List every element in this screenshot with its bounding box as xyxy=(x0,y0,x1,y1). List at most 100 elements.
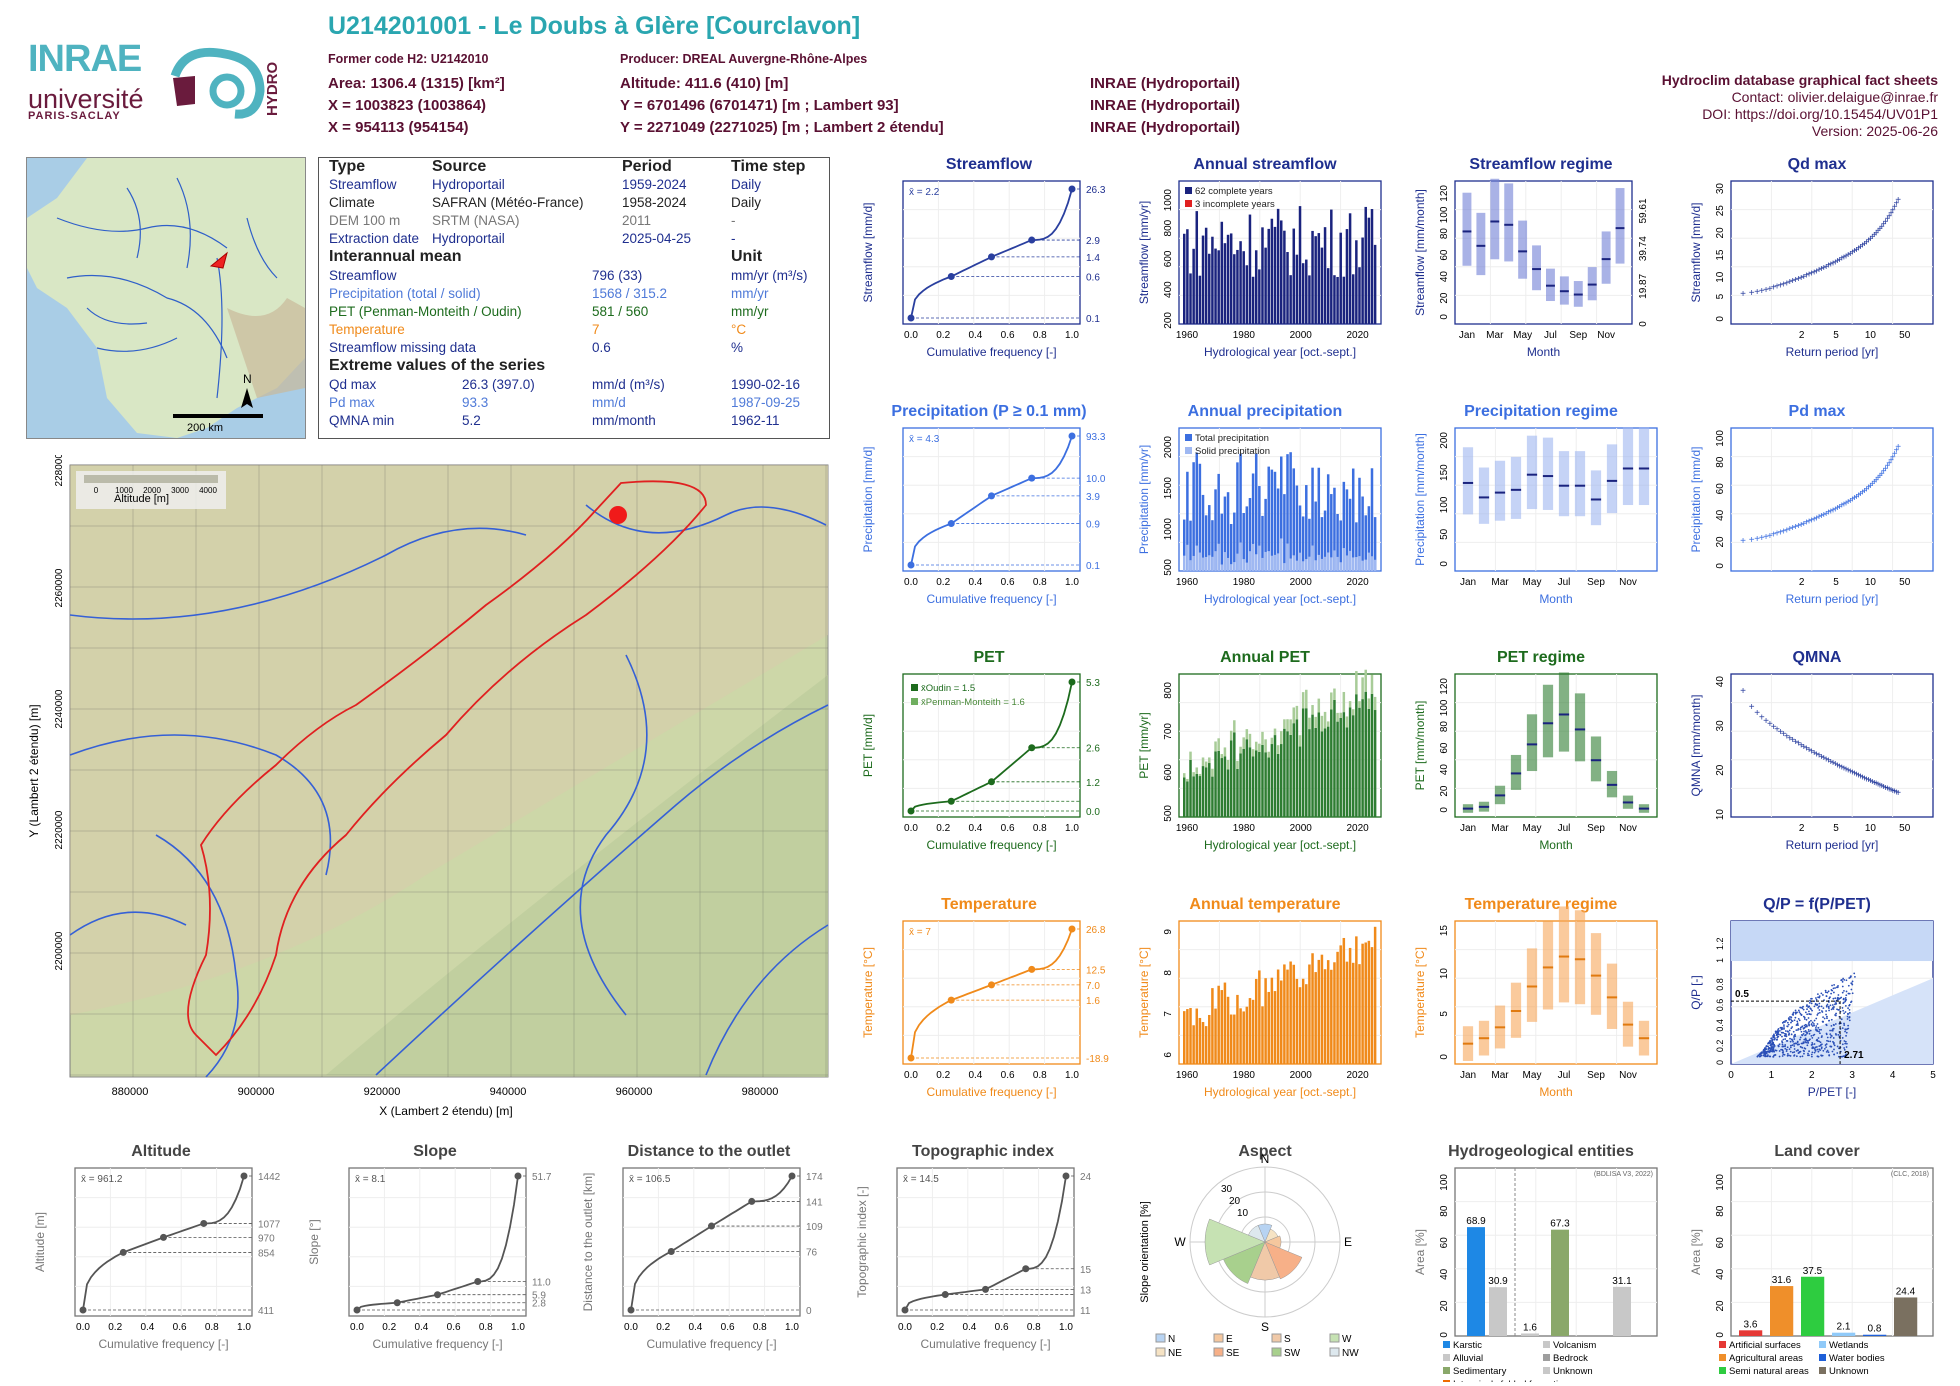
y-tick: 10 xyxy=(1439,968,1450,980)
bar xyxy=(1373,710,1377,817)
scatter-point xyxy=(1816,1023,1819,1025)
bar-solid xyxy=(1186,544,1189,571)
bar xyxy=(1355,936,1358,1064)
bar xyxy=(1298,206,1302,324)
scatter-point xyxy=(1782,1038,1785,1041)
bar-pm xyxy=(1358,701,1361,708)
scatter-point: + xyxy=(1816,751,1822,762)
scatter-point: + xyxy=(1795,739,1801,750)
scatter-point xyxy=(1841,1043,1844,1046)
scatter-point xyxy=(1831,1050,1834,1053)
quantile-point xyxy=(988,778,995,786)
extreme-heading: Extreme values of the series xyxy=(329,357,546,374)
y-tick: 100 xyxy=(1439,206,1450,223)
scatter-point xyxy=(1777,1035,1779,1038)
bar xyxy=(1204,515,1208,571)
y-axis-label: Precipitation [mm/d] xyxy=(861,446,875,552)
scatter-point xyxy=(1832,991,1835,994)
scatter-point xyxy=(1772,1049,1775,1051)
right-tick: 1.4 xyxy=(1086,253,1100,264)
bar xyxy=(1211,236,1214,324)
bar xyxy=(1323,728,1327,817)
info-table: Type Source Period Time step Streamflow … xyxy=(318,157,830,439)
scatter-point xyxy=(1803,1047,1806,1050)
scatter-point: + xyxy=(1787,277,1793,288)
bar xyxy=(1336,951,1339,1064)
chart-title: Qd max xyxy=(1788,156,1847,173)
x-tick: 1960 xyxy=(1176,577,1199,588)
x-axis-label: Hydrological year [oct.-sept.] xyxy=(1204,345,1356,359)
legend-entry: Unknown xyxy=(1553,1366,1593,1377)
bar xyxy=(1264,752,1267,817)
bar xyxy=(1245,1006,1249,1064)
x-tick: 2 xyxy=(1799,577,1805,588)
y-tick: 40 xyxy=(1715,509,1726,521)
inrae-logo: INRAE xyxy=(28,38,142,80)
scatter-point xyxy=(1828,1009,1830,1012)
x-tick: 0.6 xyxy=(721,1322,735,1333)
scatter-point: + xyxy=(1856,490,1862,501)
scatter-point xyxy=(1843,978,1846,981)
scatter-point xyxy=(1819,1041,1822,1044)
bar xyxy=(1739,1330,1763,1336)
x-tick: 0.4 xyxy=(962,1322,976,1333)
scatter-point xyxy=(1762,1049,1765,1051)
source-label: (CLC, 2018) xyxy=(1891,1171,1929,1178)
bar xyxy=(1348,213,1352,324)
scatter-point xyxy=(1818,1028,1821,1031)
extreme-date: 1987-09-25 xyxy=(731,395,801,410)
scatter-point: + xyxy=(1892,449,1898,460)
scatter-point: + xyxy=(1886,784,1892,795)
bar xyxy=(1305,984,1308,1064)
bar xyxy=(1280,980,1283,1064)
x-tick: 0.4 xyxy=(968,577,982,588)
scatter-point xyxy=(1798,1019,1801,1022)
sheet-info: Hydroclim database graphical fact sheets… xyxy=(1662,72,1938,140)
map-xtick: 900000 xyxy=(238,1086,275,1098)
x-tick: May xyxy=(1523,823,1542,834)
map-ytick: 2220000 xyxy=(54,810,65,849)
extreme-date: 1990-02-16 xyxy=(731,377,801,392)
scatter-point xyxy=(1823,1017,1826,1020)
quantile-point xyxy=(907,1054,915,1062)
scatter-point xyxy=(1808,1001,1811,1004)
y-tick: 15 xyxy=(1439,925,1450,937)
scatter-point: + xyxy=(1749,535,1755,546)
quantile-point xyxy=(708,1222,715,1230)
quantile-point xyxy=(1028,744,1036,752)
bar-solid xyxy=(1323,556,1327,571)
legend-tick: 3000 xyxy=(171,486,189,495)
y-axis-label: Topographic index [-] xyxy=(855,1186,869,1297)
scatter-point: + xyxy=(1778,281,1784,292)
scatter-point xyxy=(1806,1044,1809,1047)
scatter-point xyxy=(1836,986,1838,989)
bar xyxy=(1373,517,1377,571)
scatter-point xyxy=(1791,1051,1794,1054)
scatter-point xyxy=(1781,1049,1784,1052)
bar xyxy=(1330,494,1333,571)
bar-solid xyxy=(1314,560,1317,571)
x-tick: Sep xyxy=(1587,1070,1605,1081)
x-tick: 0.2 xyxy=(930,1322,944,1333)
scatter-point xyxy=(1846,1028,1849,1030)
y-tick: 600 xyxy=(1163,764,1174,781)
y-tick: 600 xyxy=(1163,250,1174,267)
x-tick: 0.2 xyxy=(936,823,950,834)
x-tick: 3 xyxy=(1849,1070,1855,1081)
scatter-point: + xyxy=(1892,787,1898,798)
doi-link[interactable]: DOI: https://doi.org/10.15454/UV01P1 xyxy=(1702,106,1938,122)
scatter-point: + xyxy=(1749,702,1755,713)
scatter-point xyxy=(1848,1016,1851,1018)
bar xyxy=(1289,275,1292,324)
scatter-point xyxy=(1773,1033,1775,1036)
scatter-point xyxy=(1830,1035,1833,1037)
bar-pm xyxy=(1308,717,1311,730)
bar-pm xyxy=(1183,773,1186,778)
chart-title: Precipitation (P ≥ 0.1 mm) xyxy=(891,403,1086,420)
scatter-point xyxy=(1835,1012,1837,1015)
y-tick: 200 xyxy=(1439,432,1450,449)
bar xyxy=(1276,753,1280,817)
y-tick: 0 xyxy=(1715,563,1726,569)
